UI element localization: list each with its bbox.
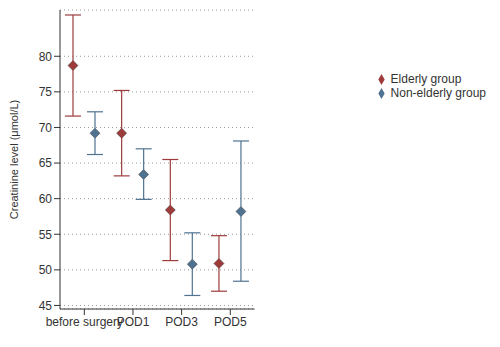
svg-text:60: 60 — [39, 192, 53, 206]
svg-text:before surgery: before surgery — [46, 315, 123, 329]
svg-text:55: 55 — [39, 228, 53, 242]
svg-text:75: 75 — [39, 85, 53, 99]
svg-text:80: 80 — [39, 50, 53, 64]
svg-text:65: 65 — [39, 156, 53, 170]
svg-text:50: 50 — [39, 263, 53, 277]
svg-text:70: 70 — [39, 121, 53, 135]
svg-text:45: 45 — [39, 299, 53, 313]
svg-text:POD1: POD1 — [117, 315, 150, 329]
svg-text:POD3: POD3 — [165, 315, 198, 329]
html-text:Non-elderly group: Non-elderly group — [390, 86, 486, 100]
svg-text:POD5: POD5 — [214, 315, 247, 329]
html-text:Elderly group: Elderly group — [390, 72, 462, 86]
svg-text:Creatinine level (μmol/L): Creatinine level (μmol/L) — [8, 100, 20, 219]
